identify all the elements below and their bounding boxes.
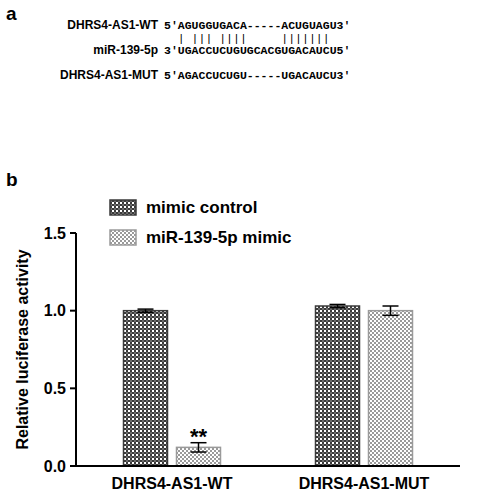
- labels: ** 0.0 0.5 1.0 1.5 DHRS4-AS1-WT DHRS4-AS1-MUT R…: [14, 198, 430, 492]
- sequence: 3'UGACCUCUGUGCACGUGACAUCU5': [164, 44, 350, 57]
- error-bar: [383, 306, 399, 315]
- error-cap: [383, 305, 399, 307]
- figure: a b DHRS4-AS1-WT 5'AGUGGUGACA-----ACUGUAGU3…: [0, 0, 500, 498]
- error-cap: [138, 308, 154, 310]
- error-cap: [383, 315, 399, 317]
- y-axis-label: Relative luciferase activity: [14, 249, 31, 449]
- sequence-name: DHRS4-AS1-WT: [67, 18, 158, 32]
- y-tick-label: 0.5: [44, 380, 66, 397]
- bar: [369, 311, 413, 466]
- x-axis: [76, 465, 460, 467]
- sequence-name: DHRS4-AS1-MUT: [60, 68, 159, 82]
- y-tick-label: 1.0: [44, 302, 66, 319]
- bar: [316, 306, 360, 466]
- error-bar: [330, 304, 346, 307]
- error-cap: [330, 304, 346, 306]
- legend-label: mimic control: [146, 198, 257, 217]
- sequence: 5'AGACCUCUGU-----UGACAUCU3': [164, 69, 350, 82]
- error-cap: [330, 307, 346, 309]
- panel-label: b: [6, 169, 18, 190]
- y-tick: [70, 387, 76, 389]
- error-line: [390, 306, 392, 315]
- error-cap: [138, 311, 154, 313]
- pairing: | ||| |||| |||||||: [164, 32, 343, 45]
- legend-label: miR-139-5p mimic: [146, 228, 292, 247]
- bar: [124, 311, 168, 466]
- panel-label: a: [6, 3, 17, 24]
- error-bar: [138, 309, 154, 312]
- y-axis: [75, 233, 77, 466]
- legend-swatch: [110, 230, 136, 245]
- sequence-name: miR-139-5p: [93, 43, 158, 57]
- y-tick: [70, 310, 76, 312]
- legend-swatch: [110, 200, 136, 215]
- plot-area: [124, 304, 413, 466]
- x-tick-label: DHRS4-AS1-WT: [112, 475, 233, 492]
- x-tick-label: DHRS4-AS1-MUT: [299, 475, 430, 492]
- annotation: **: [190, 424, 208, 449]
- y-tick: [70, 465, 76, 467]
- error-cap: [191, 451, 207, 453]
- y-tick-label: 0.0: [44, 458, 66, 475]
- sequence: 5'AGUGGUGACA-----ACUGUAGU3': [164, 19, 350, 32]
- y-tick-label: 1.5: [44, 225, 66, 242]
- y-tick: [70, 232, 76, 234]
